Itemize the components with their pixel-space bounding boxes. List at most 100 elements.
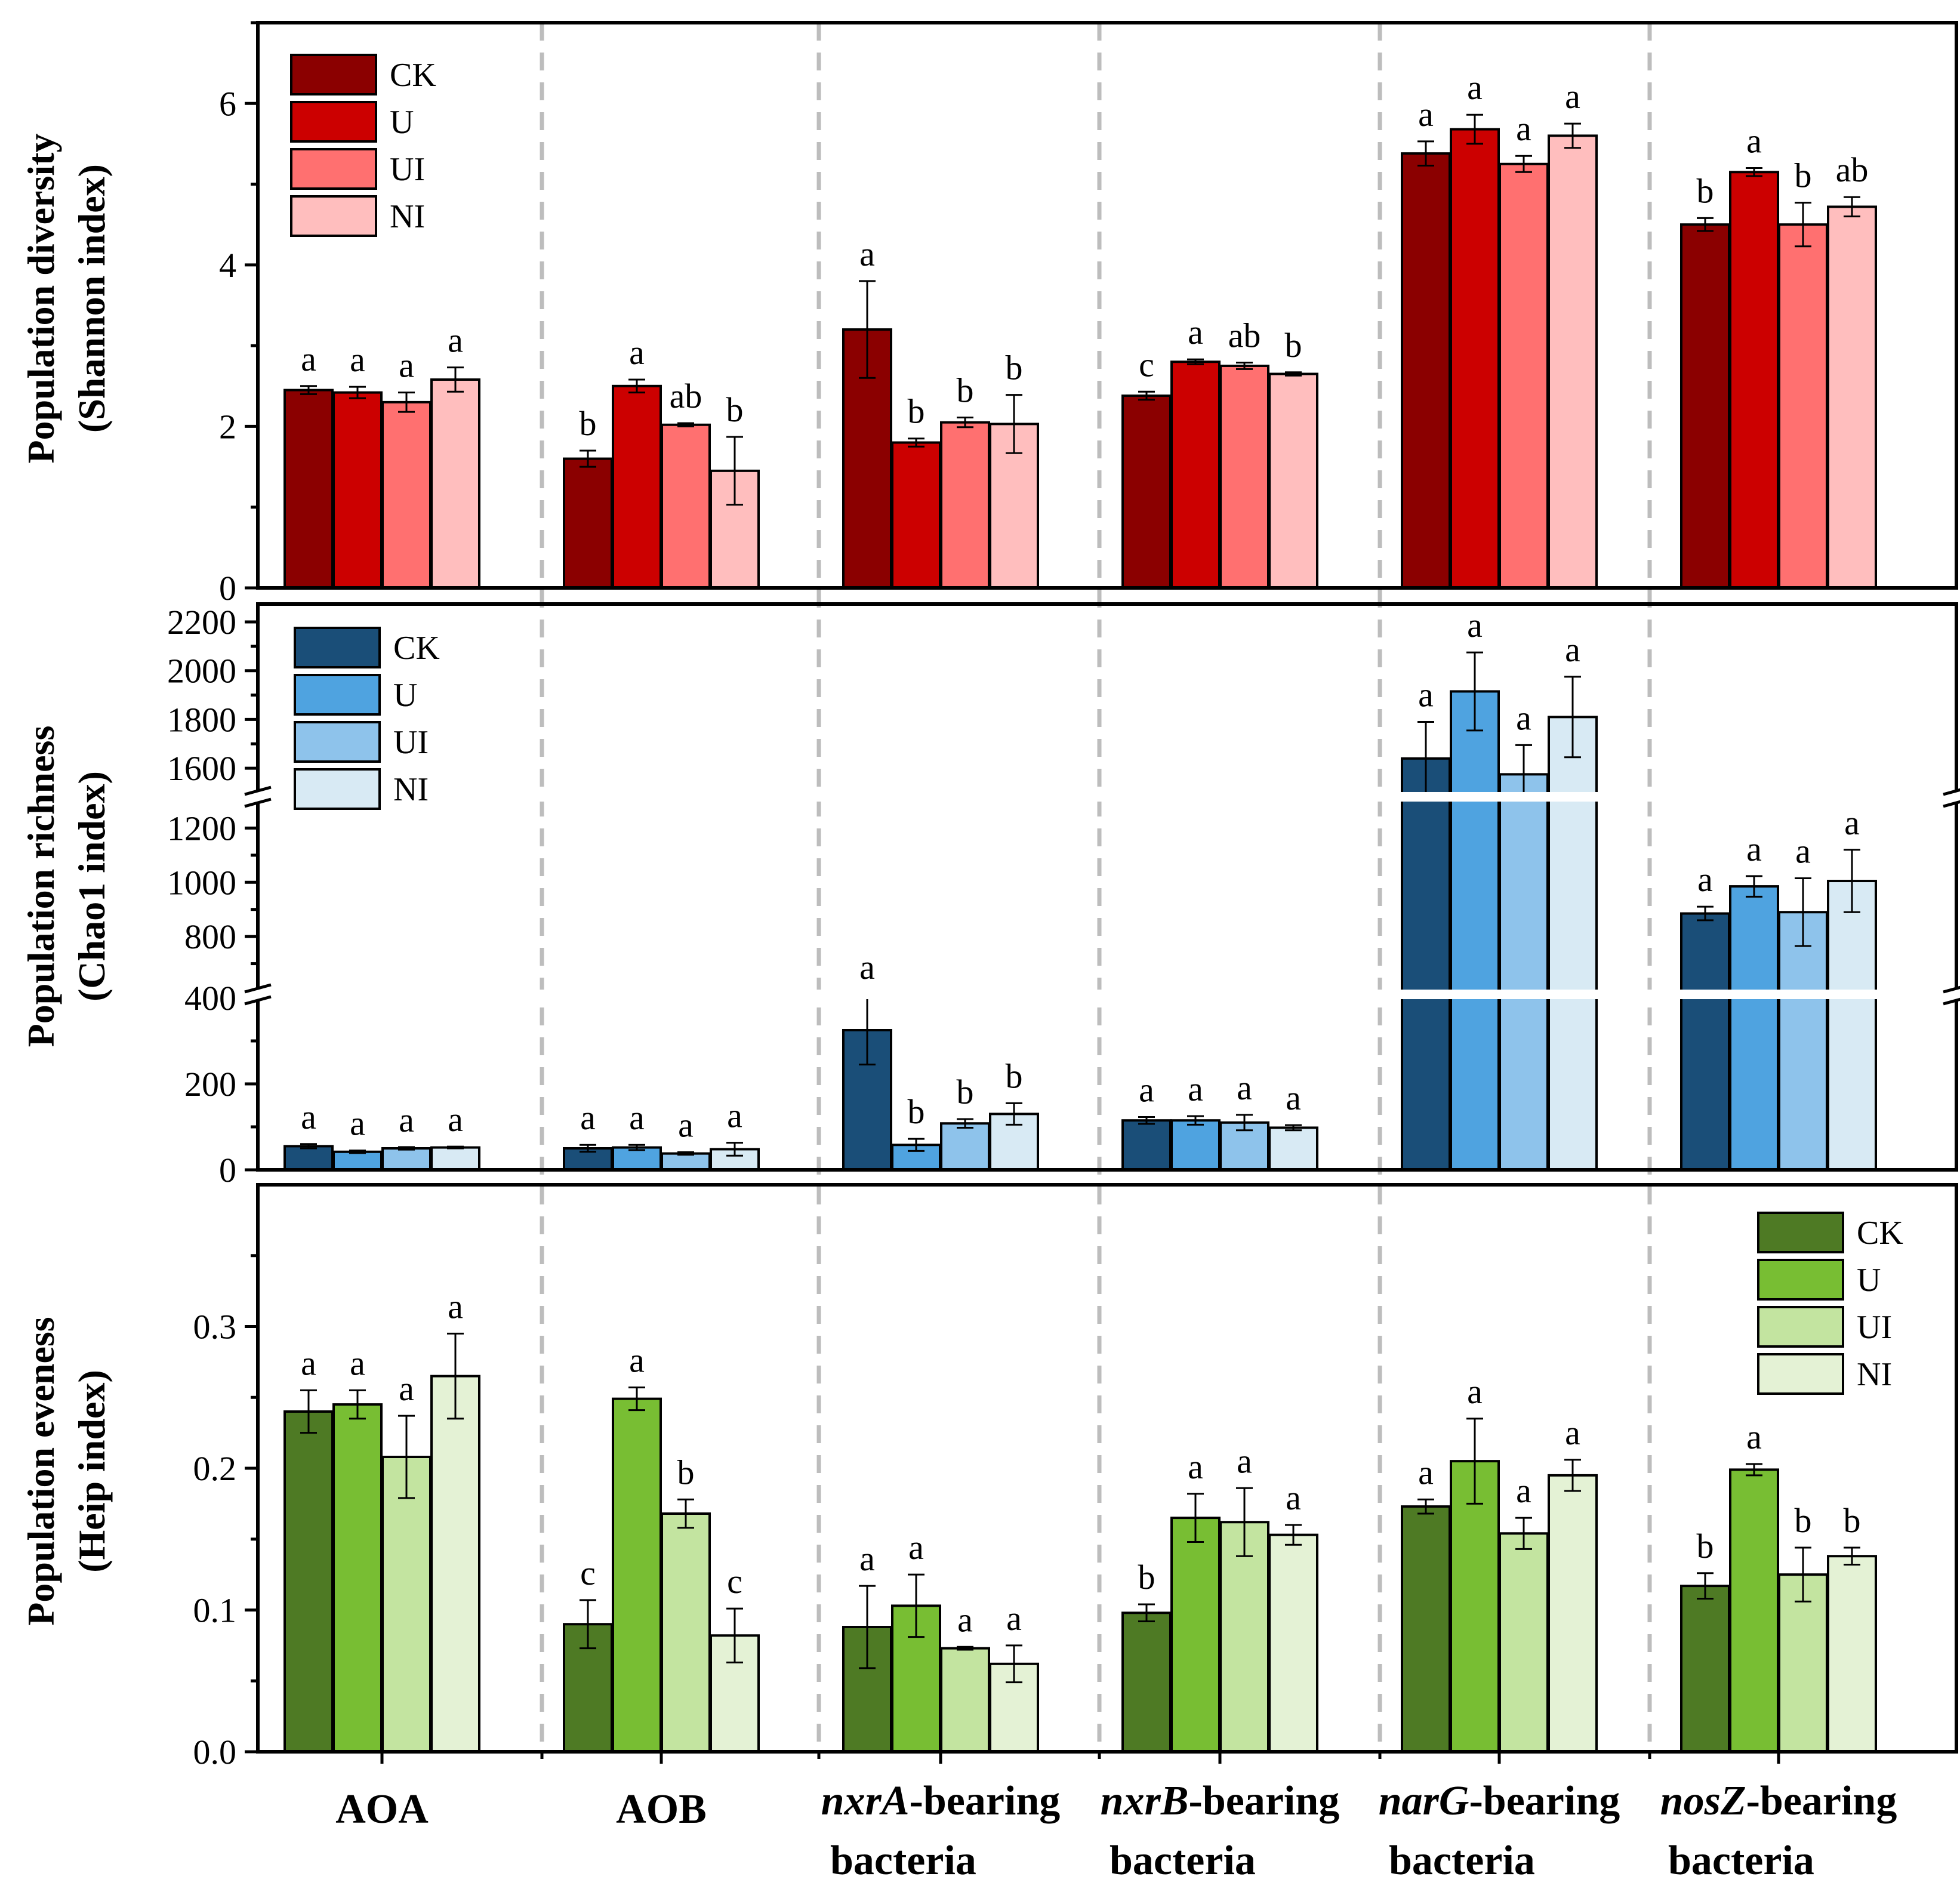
evenness-bar-CK-3: [1121, 1611, 1172, 1753]
richness-bar-UI-4: [1499, 773, 1549, 1172]
evenness-sig-CK-4: a: [1418, 1453, 1434, 1492]
richness-break-mark-0-0: [244, 995, 272, 1006]
richness-sig-UI-1: a: [678, 1105, 694, 1144]
ylabel-richness-line2: (Chao1 index): [70, 771, 113, 1002]
diversity-sig-U-5: a: [1746, 122, 1762, 161]
richness-sig-U-0: a: [350, 1104, 365, 1143]
richness-bar-NI-0: [430, 1146, 480, 1172]
diversity-legend-swatch-CK: [290, 54, 377, 95]
x-label-4: narG-bearing: [1379, 1778, 1620, 1824]
richness-legend-label-NI: NI: [393, 771, 429, 808]
diversity-ytick-label-0: 0: [219, 569, 236, 608]
richness-break-mark-1-0: [244, 785, 272, 796]
ylabel-evenness-line2: (Heip index): [70, 1370, 113, 1573]
richness-legend-swatch-CK: [294, 627, 381, 668]
richness-bar-U-4: [1450, 690, 1500, 1171]
diversity-sig-CK-1: b: [580, 404, 597, 443]
evenness-sig-UI-0: a: [399, 1369, 414, 1408]
diversity-legend-swatch-UI: [290, 148, 377, 190]
ylabel-diversity-line2: (Shannon index): [70, 164, 113, 433]
x-label-2-line2: bacteria: [830, 1838, 976, 1884]
richness-sig-UI-0: a: [399, 1101, 414, 1139]
diversity-bar-U-1: [612, 384, 662, 589]
diversity-sig-CK-0: a: [301, 340, 316, 378]
richness-sig-NI-1: a: [727, 1096, 742, 1135]
x-label-1: AOB: [616, 1786, 707, 1832]
evenness-sig-NI-5: b: [1844, 1501, 1861, 1540]
x-label-0: AOA: [335, 1786, 429, 1832]
evenness-sig-CK-5: b: [1697, 1527, 1714, 1566]
richness-ytick-label-1600: 1600: [167, 749, 236, 788]
richness-sig-NI-3: a: [1286, 1079, 1301, 1117]
x-label-5: nosZ-bearing: [1660, 1778, 1897, 1824]
diversity-legend-swatch-U: [290, 101, 377, 143]
richness-sig-UI-5: a: [1795, 831, 1811, 870]
diversity-bar-CK-5: [1680, 223, 1730, 589]
evenness-ytick-label-0.2: 0.2: [193, 1449, 237, 1488]
diversity-bar-CK-3: [1121, 395, 1172, 590]
evenness-legend-swatch-U: [1757, 1259, 1844, 1301]
richness-sig-NI-0: a: [448, 1100, 463, 1139]
diversity-ytick-label-6: 6: [219, 84, 236, 123]
richness-ytick-label-200: 200: [184, 1065, 236, 1104]
evenness-sig-NI-1: c: [727, 1562, 742, 1601]
evenness-legend-swatch-UI: [1757, 1306, 1844, 1348]
richness-legend-swatch-NI: [294, 768, 381, 810]
evenness-bar-U-5: [1729, 1468, 1779, 1753]
evenness-sig-NI-3: a: [1286, 1478, 1301, 1517]
evenness-sig-U-3: a: [1188, 1447, 1203, 1486]
richness-sig-CK-0: a: [301, 1098, 316, 1136]
richness-ytick-label-1800: 1800: [167, 700, 236, 739]
evenness-sig-CK-0: a: [301, 1344, 316, 1382]
ylabel-evenness-line1: Population eveness: [20, 1317, 62, 1625]
evenness-bar-UI-2: [940, 1647, 990, 1753]
diversity-ytick-label-2: 2: [219, 407, 236, 446]
diversity-bar-NI-0: [430, 378, 480, 589]
diversity-bar-CK-4: [1401, 152, 1451, 590]
evenness-sig-NI-2: a: [1006, 1599, 1022, 1638]
richness-ytick-label-0: 0: [219, 1151, 236, 1190]
legend-diversity: CK U UI NI: [290, 54, 436, 237]
richness-legend-swatch-UI: [294, 721, 381, 763]
diversity-bar-UI-5: [1778, 223, 1828, 589]
evenness-bar-U-0: [332, 1403, 383, 1753]
richness-bar-CK-5: [1680, 912, 1730, 1171]
richness-bar-U-5: [1729, 885, 1779, 1171]
evenness-bar-CK-4: [1401, 1505, 1451, 1753]
richness-ytick-label-400: 400: [184, 979, 236, 1018]
richness-sig-CK-1: a: [580, 1098, 596, 1137]
richness-legend-label-U: U: [393, 677, 417, 714]
legend-evenness: CK U UI NI: [1757, 1212, 1903, 1395]
richness-sig-U-3: a: [1188, 1070, 1203, 1108]
group-dividers: [540, 23, 1652, 1752]
richness-sig-U-5: a: [1746, 830, 1762, 868]
richness-ytick-label-1200: 1200: [167, 809, 236, 848]
diversity-sig-U-0: a: [350, 340, 365, 379]
richness-break-mark-1-0: [244, 797, 272, 808]
evenness-bar-UI-1: [661, 1512, 711, 1753]
diversity-sig-NI-0: a: [448, 321, 463, 360]
diversity-sig-NI-1: b: [726, 390, 744, 429]
richness-ytick-label-2000: 2000: [167, 652, 236, 691]
evenness-ytick-label-0.3: 0.3: [193, 1308, 237, 1346]
diversity-bar-U-0: [332, 391, 383, 589]
x-axis-category-labels: AOA AOB nxrA-bearingbacterianxrB-bearingba…: [335, 1778, 1897, 1884]
diversity-frame: [256, 21, 1958, 590]
evenness-bar-U-4: [1450, 1460, 1500, 1753]
evenness-sig-UI-4: a: [1516, 1471, 1531, 1510]
richness-bar-UI-2: [940, 1122, 990, 1171]
ylabel-diversity-line1: Population diversity: [20, 134, 62, 464]
diversity-bar-CK-0: [283, 389, 334, 589]
richness-bar-U-3: [1170, 1119, 1221, 1171]
diversity-sig-UI-2: b: [957, 371, 974, 410]
evenness-sig-NI-4: a: [1565, 1413, 1580, 1452]
richness-bar-U-0: [332, 1150, 383, 1172]
richness-ytick-label-1000: 1000: [167, 863, 236, 902]
diversity-legend-label-CK: CK: [390, 57, 436, 94]
diversity-sig-U-1: a: [629, 333, 645, 372]
legend-richness: CK U UI NI: [294, 627, 440, 810]
richness-bar-UI-1: [661, 1152, 711, 1172]
